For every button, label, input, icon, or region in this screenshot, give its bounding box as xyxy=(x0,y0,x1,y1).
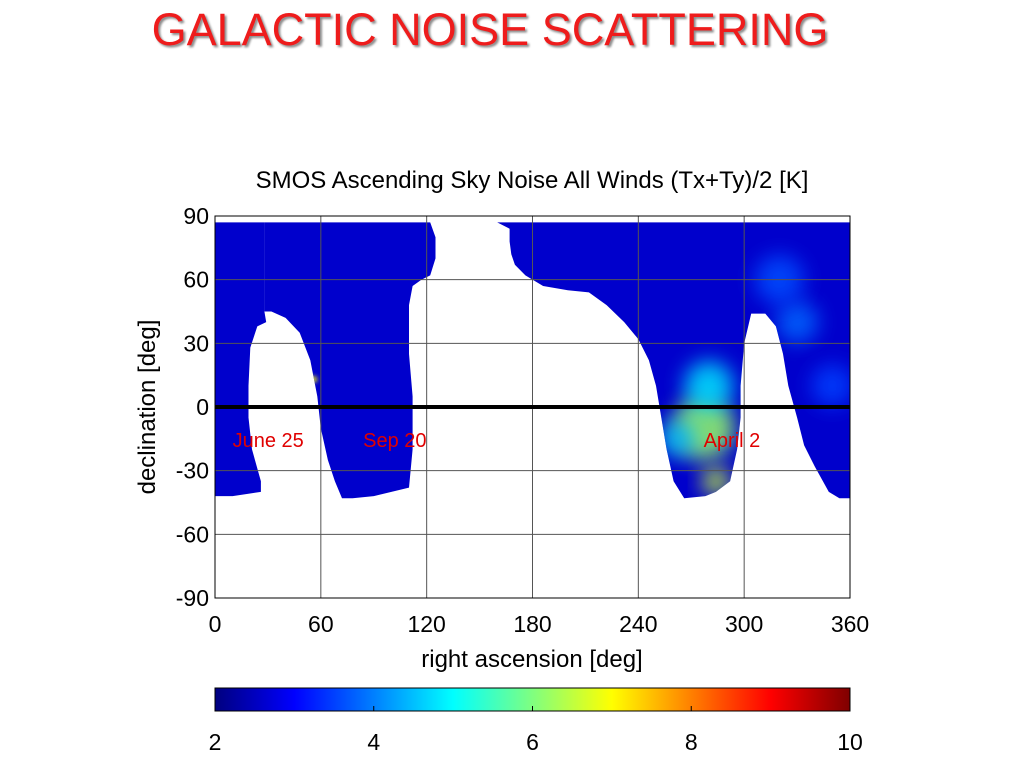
plot-area: June 25 Sep 20 April 2 xyxy=(214,215,851,599)
colorbar-tick-label: 4 xyxy=(367,729,380,755)
plot-frame xyxy=(214,215,851,599)
x-tick-label: 120 xyxy=(407,611,445,637)
y-tick-label: -30 xyxy=(176,458,209,484)
x-axis-label: right ascension [deg] xyxy=(421,646,642,673)
x-tick-label: 360 xyxy=(831,611,869,637)
y-tick-label: 0 xyxy=(196,394,209,420)
colorbar-tick-label: 2 xyxy=(209,729,222,755)
x-tick-label: 0 xyxy=(209,611,222,637)
hotspot-6 xyxy=(775,300,819,344)
colorbar-tick-label: 10 xyxy=(837,729,863,755)
x-tick-label: 180 xyxy=(513,611,551,637)
coverage-band-2 xyxy=(264,222,436,499)
annotations: June 25 Sep 20 April 2 xyxy=(233,430,761,452)
annotation-sep-20: Sep 20 xyxy=(363,430,426,452)
coverage-band-1 xyxy=(215,222,267,497)
y-tick-label: 60 xyxy=(183,267,209,293)
y-tick-label: -60 xyxy=(176,521,209,547)
colorbar-tick-label: 8 xyxy=(685,729,698,755)
annotation-june-25: June 25 xyxy=(233,430,304,452)
x-axis-ticks: 0 60 120 180 240 300 360 xyxy=(209,611,870,637)
colorbar-ticks: 2 4 6 8 10 xyxy=(209,706,863,755)
hotspot-8 xyxy=(811,364,850,407)
y-tick-label: 30 xyxy=(183,330,209,356)
y-axis-ticks: 90 60 30 0 -30 -60 -90 xyxy=(176,203,209,611)
colorbar-tick-label: 6 xyxy=(526,729,539,755)
x-tick-label: 60 xyxy=(308,611,334,637)
x-tick-label: 240 xyxy=(619,611,657,637)
hotspot-3 xyxy=(684,361,734,411)
annotation-april-2: April 2 xyxy=(704,430,761,452)
y-axis-label: declination [deg] xyxy=(134,320,161,495)
chart-title: SMOS Ascending Sky Noise All Winds (Tx+T… xyxy=(256,167,809,194)
colorbar: 2 4 6 8 10 xyxy=(209,687,863,755)
slide-title: GALACTIC NOISE SCATTERING xyxy=(151,4,829,55)
hotspots xyxy=(310,254,850,496)
y-tick-label: 90 xyxy=(183,203,209,229)
x-tick-label: 300 xyxy=(725,611,763,637)
hotspot-4 xyxy=(659,421,695,457)
y-tick-label: -90 xyxy=(176,585,209,611)
